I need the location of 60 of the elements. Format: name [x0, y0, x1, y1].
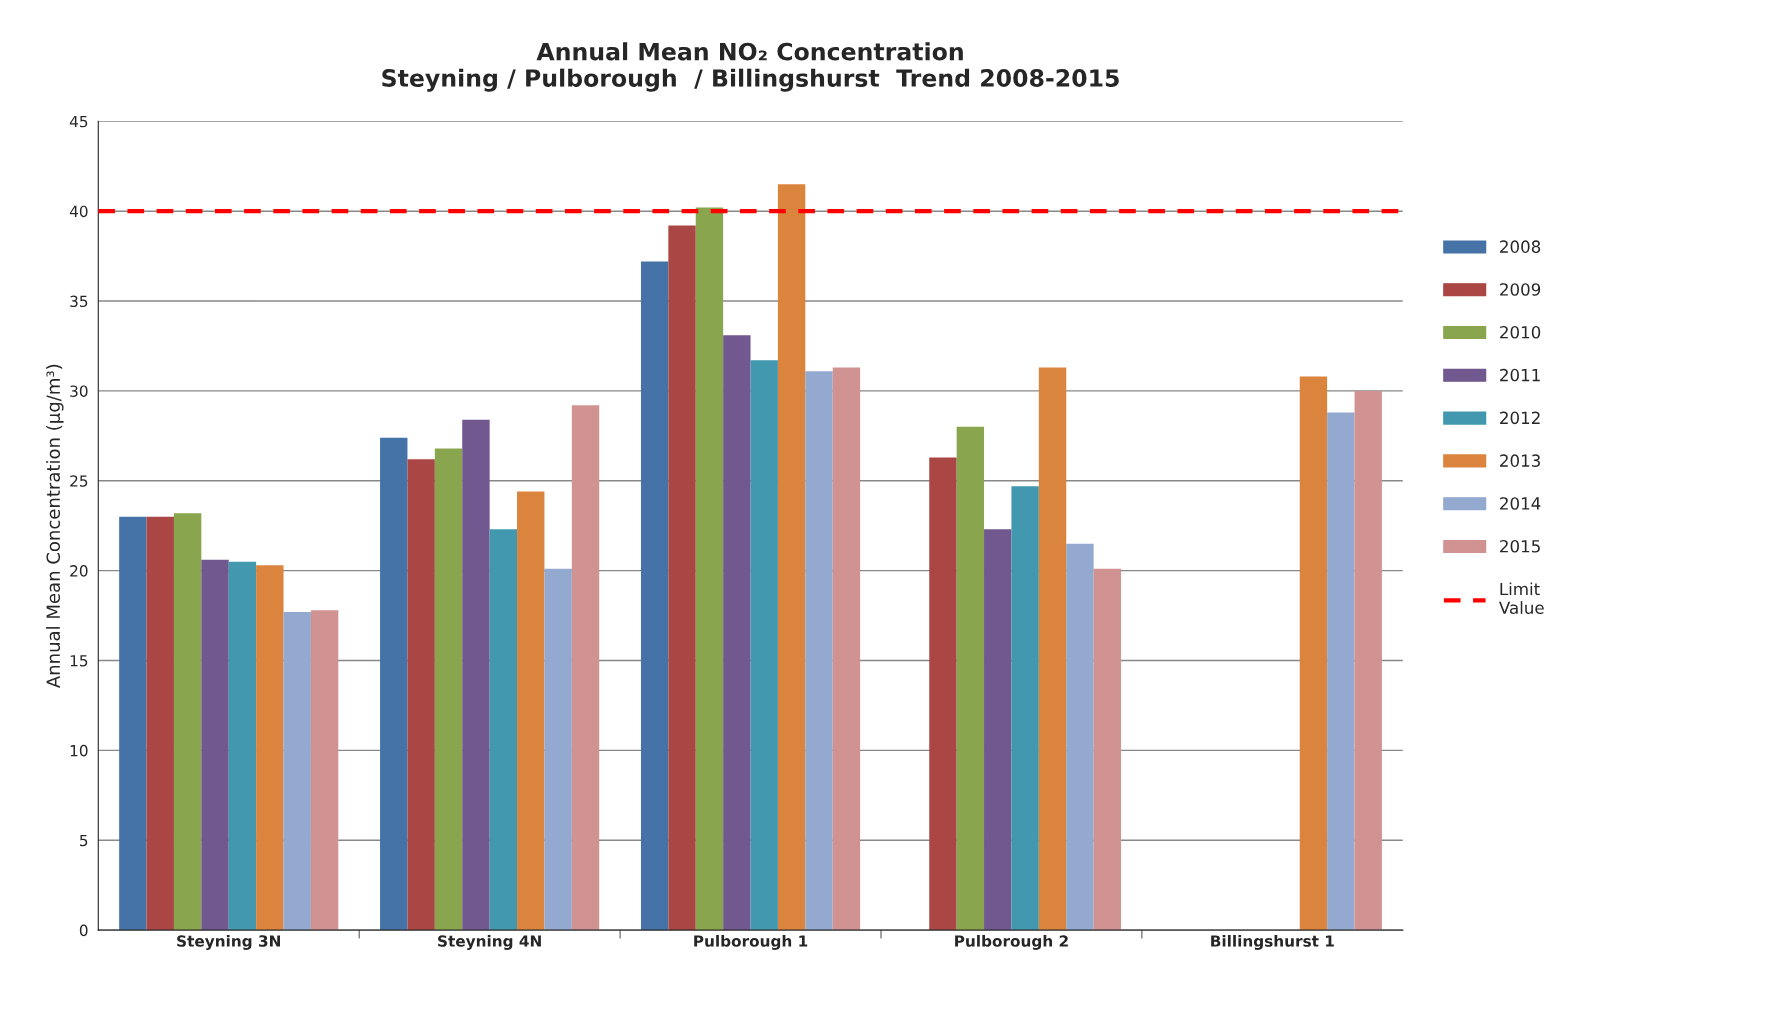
y-tick-label: 25 [70, 475, 88, 487]
x-tick-label: Pulborough 1 [694, 934, 808, 950]
legend-label: 2015 [1500, 539, 1540, 553]
bar [984, 529, 1012, 931]
y-tick-label: 0 [79, 924, 88, 937]
x-tick-label: Steyning 4N [438, 934, 541, 950]
y-tick-label: 30 [70, 385, 88, 397]
bar [571, 405, 600, 931]
y-tick-label: 35 [70, 295, 88, 308]
y-tick-label: 15 [70, 655, 88, 667]
bar [805, 371, 833, 931]
legend-label: 2010 [1500, 325, 1541, 339]
legend-label: 2014 [1500, 497, 1541, 510]
bar [929, 457, 957, 931]
legend-label: 2012 [1500, 411, 1540, 425]
bar [146, 516, 174, 931]
bar [489, 529, 518, 931]
bar [1093, 568, 1122, 931]
bar [517, 491, 545, 931]
legend-label: 2013 [1500, 454, 1540, 467]
y-tick-label: 10 [70, 744, 88, 757]
bar [201, 559, 229, 931]
bar [283, 611, 311, 931]
y-tick-label: 5 [80, 834, 88, 847]
bar [407, 459, 435, 931]
bar [462, 419, 490, 931]
chart-title: Annual Mean NO₂ Concentration Steyning / Pulborough / Billingshurst Trend 2008-2015 [382, 42, 1119, 92]
y-axis-title: Annual Mean Concentration (µg/m³) [46, 364, 64, 688]
bar [668, 225, 696, 931]
bar [640, 261, 669, 931]
y-tick-label: 45 [69, 115, 88, 128]
bar [695, 207, 724, 931]
bar [1327, 412, 1355, 931]
bar [380, 437, 408, 931]
bar [119, 516, 147, 931]
legend-label: 2011 [1500, 368, 1540, 382]
bar [310, 610, 339, 931]
bar [750, 360, 778, 931]
legend-label: Limit Value [1499, 582, 1544, 615]
y-tick-label: 20 [70, 565, 88, 577]
bar [1038, 367, 1067, 931]
legend-label: 2008 [1500, 240, 1541, 253]
y-tick-label: 40 [69, 205, 88, 218]
bar [1066, 543, 1094, 931]
x-tick-label: Pulborough 2 [955, 934, 1068, 950]
x-tick-label: Steyning 3N [177, 934, 280, 950]
bar [1011, 486, 1039, 931]
x-tick-label: Billingshurst 1 [1211, 934, 1334, 950]
bar [228, 561, 257, 931]
bar [777, 184, 806, 931]
bar [544, 568, 572, 931]
bar [832, 367, 861, 931]
bar [1354, 390, 1382, 931]
bar [173, 513, 202, 931]
bar [256, 565, 284, 931]
bar [956, 426, 985, 931]
bar [434, 448, 463, 931]
bar [723, 335, 751, 931]
legend-label: 2009 [1500, 283, 1541, 296]
bar [1299, 376, 1328, 931]
